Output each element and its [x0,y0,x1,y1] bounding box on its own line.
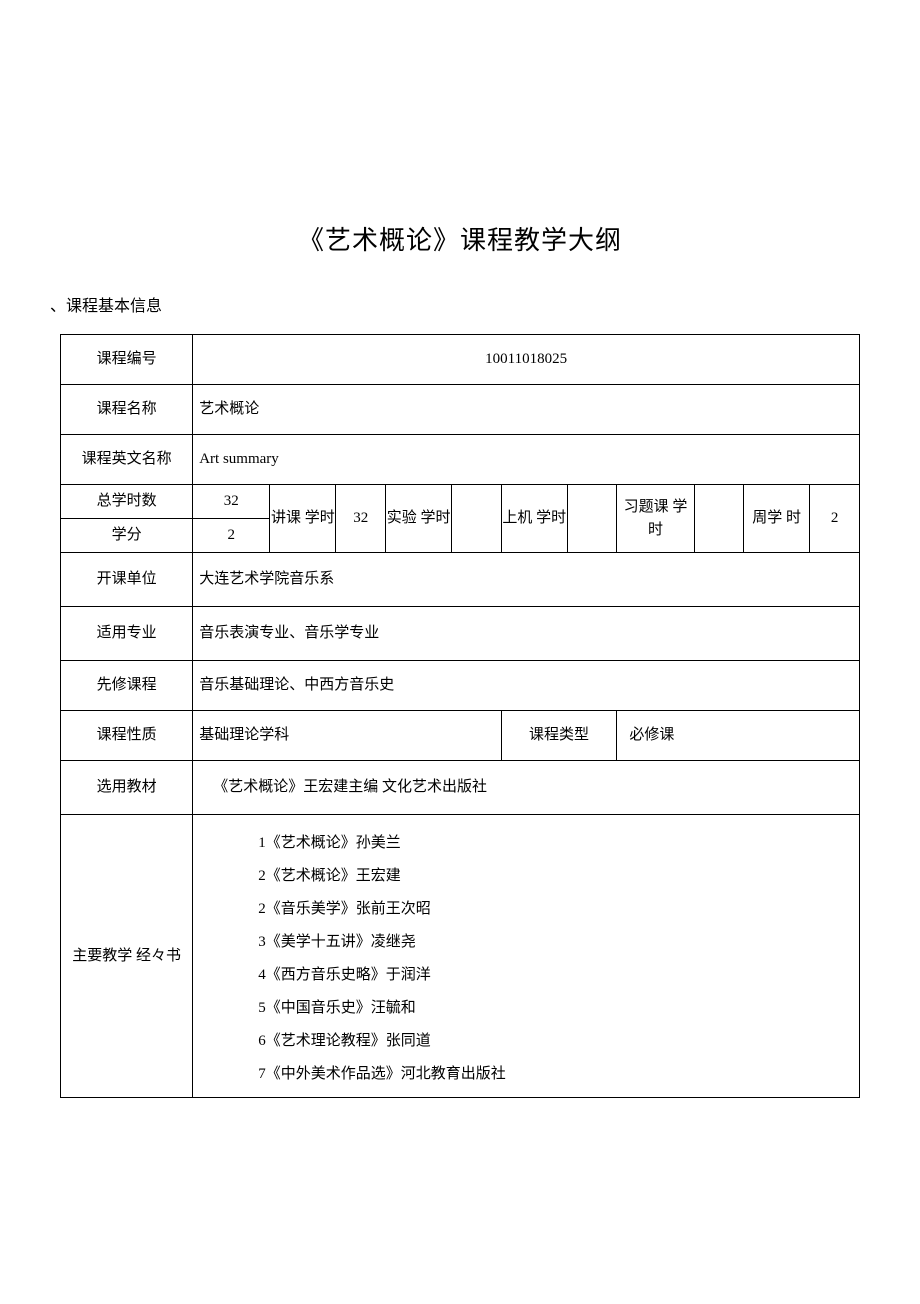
total-hours-value: 32 [193,485,270,519]
type-value: 必修课 [617,711,860,761]
table-row: 总学时数 32 讲课 学时 32 实验 学时 上机 学时 习题课 学时 周学 时… [61,485,860,519]
week-hours-value: 2 [810,485,860,553]
lab-hours-label: 实验 学时 [386,485,452,553]
lab-hours-value [452,485,502,553]
major-label: 适用专业 [61,607,193,661]
course-en-value: Art summary [193,435,860,485]
section-header: 、课程基本信息 [50,292,860,316]
list-item: 1《艺术概论》孙美兰 [258,827,851,860]
table-row: 课程英文名称 Art summary [61,435,860,485]
lecture-hours-value: 32 [336,485,386,553]
refbook-label: 主要教学 经々书 [61,815,193,1098]
computer-hours-label: 上机 学时 [501,485,567,553]
exercise-hours-value [694,485,744,553]
course-en-label: 课程英文名称 [61,435,193,485]
course-code-label: 课程编号 [61,335,193,385]
course-name-value: 艺术概论 [193,385,860,435]
refbook-list: 1《艺术概论》孙美兰 2《艺术概论》王宏建 2《音乐美学》张前王次昭 3《美学十… [193,815,860,1098]
lecture-hours-label: 讲课 学时 [270,485,336,553]
credits-label: 学分 [61,519,193,553]
type-label: 课程类型 [501,711,617,761]
table-row: 先修课程 音乐基础理论、中西方音乐史 [61,661,860,711]
table-row: 课程性质 基础理论学科 课程类型 必修课 [61,711,860,761]
list-item: 2《音乐美学》张前王次昭 [258,893,851,926]
computer-hours-value [567,485,617,553]
list-item: 2《艺术概论》王宏建 [258,860,851,893]
table-row: 选用教材 《艺术概论》王宏建主编 文化艺术出版社 [61,761,860,815]
prereq-value: 音乐基础理论、中西方音乐史 [193,661,860,711]
credits-value: 2 [193,519,270,553]
table-row: 主要教学 经々书 1《艺术概论》孙美兰 2《艺术概论》王宏建 2《音乐美学》张前… [61,815,860,1098]
department-value: 大连艺术学院音乐系 [193,553,860,607]
week-hours-label: 周学 时 [744,485,810,553]
list-item: 3《美学十五讲》凌继尧 [258,926,851,959]
list-item: 6《艺术理论教程》张同道 [258,1025,851,1058]
course-code-value: 10011018025 [193,335,860,385]
department-label: 开课单位 [61,553,193,607]
table-row: 课程编号 10011018025 [61,335,860,385]
table-row: 开课单位 大连艺术学院音乐系 [61,553,860,607]
nature-value: 基础理论学科 [193,711,502,761]
list-item: 4《西方音乐史略》于润洋 [258,959,851,992]
exercise-hours-label: 习题课 学时 [617,485,694,553]
list-item: 7《中外美术作品选》河北教育出版社 [258,1058,851,1091]
textbook-value: 《艺术概论》王宏建主编 文化艺术出版社 [193,761,860,815]
course-name-label: 课程名称 [61,385,193,435]
course-info-table: 课程编号 10011018025 课程名称 艺术概论 课程英文名称 Art su… [60,334,860,1098]
total-hours-label: 总学时数 [61,485,193,519]
page-title: 《艺术概论》课程教学大纲 [60,220,860,257]
prereq-label: 先修课程 [61,661,193,711]
textbook-label: 选用教材 [61,761,193,815]
table-row: 适用专业 音乐表演专业、音乐学专业 [61,607,860,661]
nature-label: 课程性质 [61,711,193,761]
major-value: 音乐表演专业、音乐学专业 [193,607,860,661]
table-row: 课程名称 艺术概论 [61,385,860,435]
list-item: 5《中国音乐史》汪毓和 [258,992,851,1025]
